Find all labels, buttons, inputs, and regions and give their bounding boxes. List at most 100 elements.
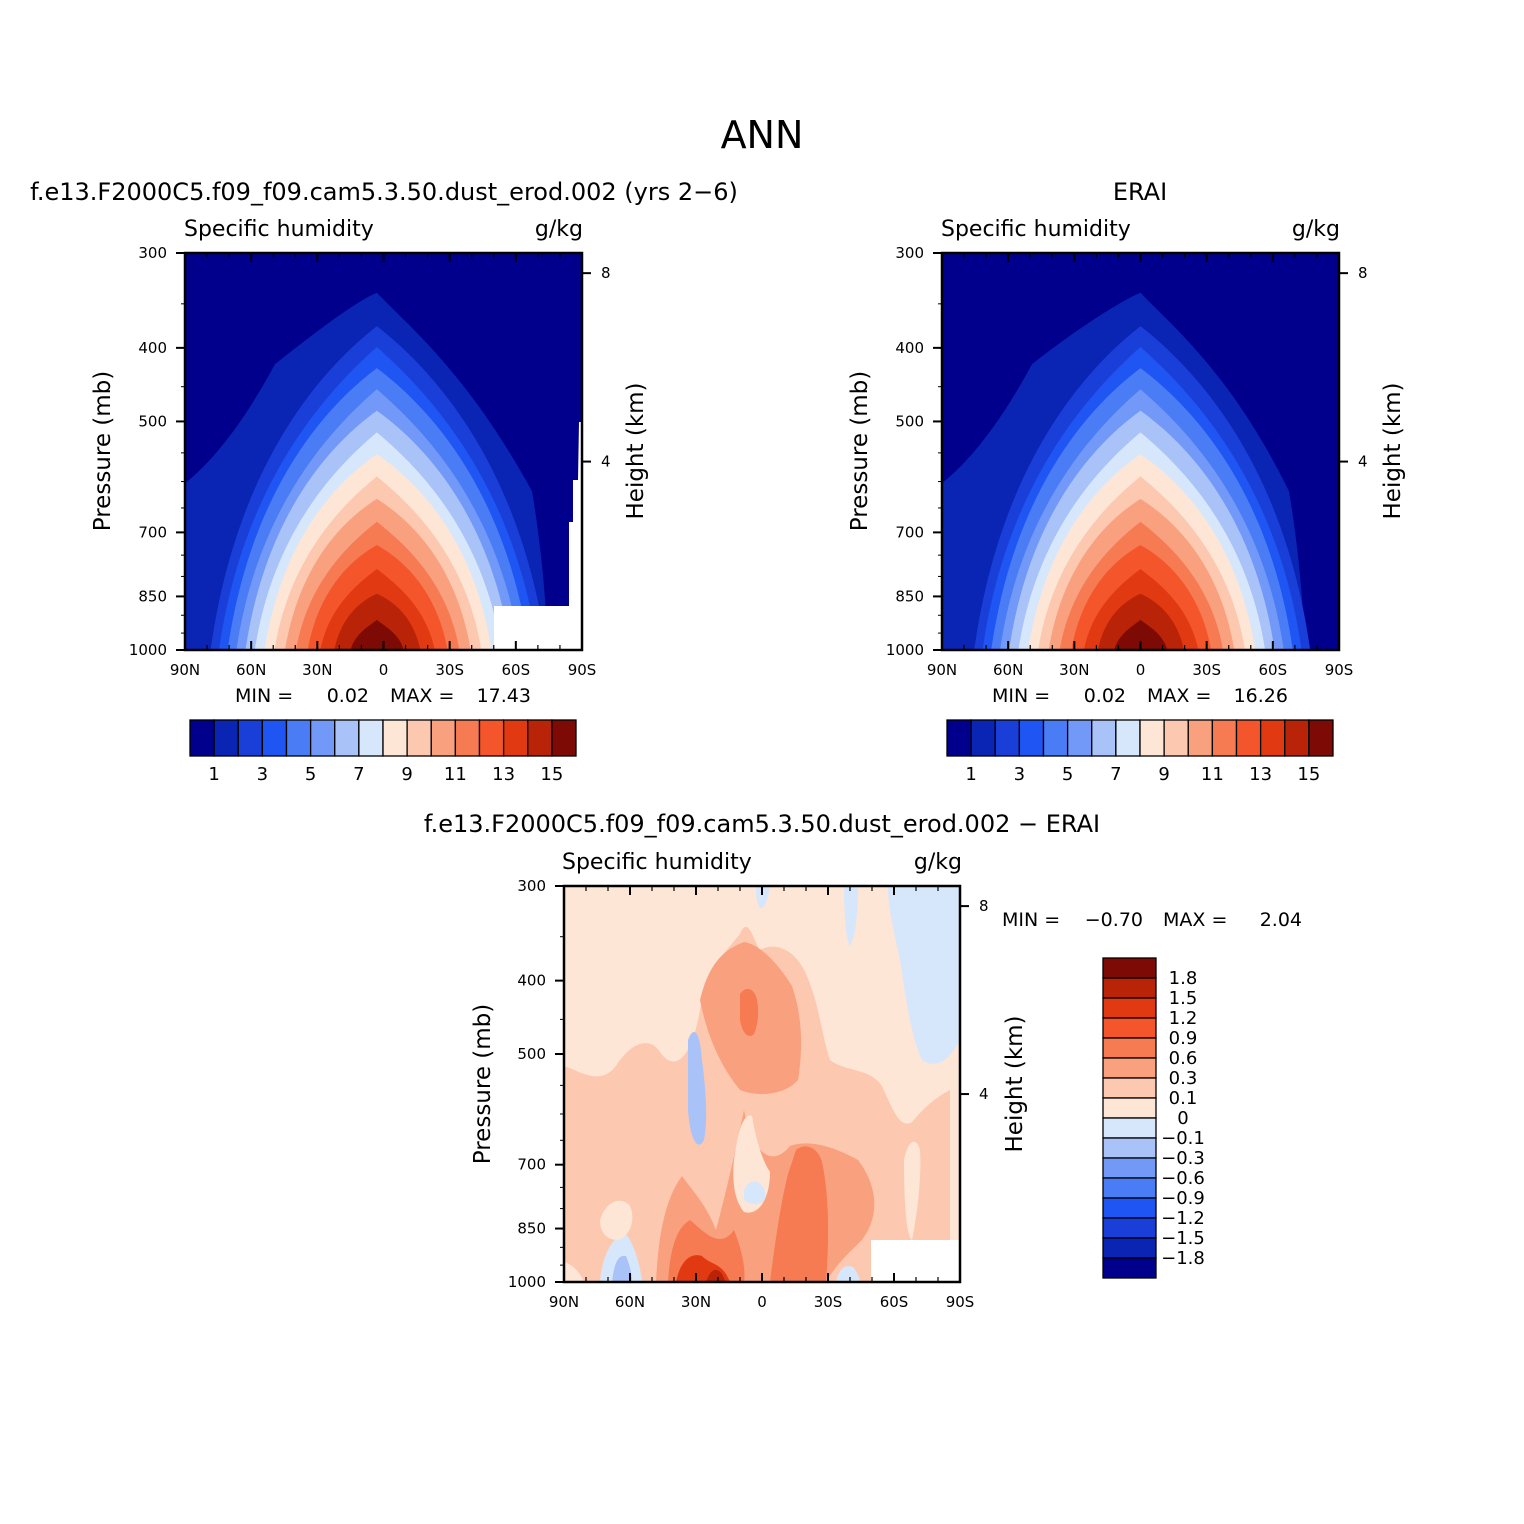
- colorbar-swatch: [1211, 719, 1238, 757]
- x-tick-label: 90N: [549, 1293, 579, 1311]
- colorbar-swatch: [1102, 1237, 1157, 1259]
- colorbar-label: −0.9: [1161, 1188, 1205, 1209]
- colorbar-label: 1: [208, 764, 219, 785]
- colorbar-label: 3: [1014, 764, 1025, 785]
- y-tick-label: 700: [517, 1156, 546, 1174]
- panel-obs-y-label: Pressure (mb): [847, 371, 873, 531]
- diff-region-neg-south-pole: [888, 886, 960, 1064]
- colorbar-label: 0.3: [1169, 1068, 1198, 1089]
- colorbar-swatch: [1139, 719, 1165, 757]
- panel-diff-plot: 90N 60N 30N 0 30S 60S 90S 300 400 500 700 850 1000 8 4: [508, 877, 989, 1311]
- colorbar-swatch: [213, 719, 239, 757]
- panel-diff-max-label: MAX =: [1163, 909, 1227, 931]
- panel-diff-min-value: −0.70: [1085, 909, 1143, 931]
- colorbar-label: 0.1: [1169, 1088, 1198, 1109]
- colorbar-label: −1.2: [1161, 1208, 1205, 1229]
- colorbar-swatch: [1235, 719, 1262, 757]
- y-tick-label: 700: [138, 523, 167, 541]
- colorbar-swatch: [1102, 1177, 1157, 1199]
- x-tick-label: 90S: [946, 1293, 975, 1311]
- colorbar-swatch: [1102, 1197, 1157, 1219]
- panel-model-variable: Specific humidity: [184, 217, 374, 242]
- x-tick-label: 90S: [1325, 661, 1354, 679]
- colorbar-label: 15: [1297, 764, 1320, 785]
- panel-obs-y2-label: Height (km): [1380, 382, 1406, 519]
- panel-model-plot: 90N 60N 30N 0 30S 60S 90S 300 400 500 700 850 1000 8 4: [129, 244, 611, 679]
- colorbar-label: −1.8: [1161, 1248, 1205, 1269]
- colorbar-swatch: [1115, 719, 1141, 757]
- panel-model-min-value: 0.02: [327, 685, 369, 707]
- diff-region-neg-low-nh-core: [612, 1255, 632, 1282]
- x-tick-label: 30S: [435, 661, 464, 679]
- panel-obs: ERAI Specific humidity g/kg 90N 60N 30N 0 30…: [847, 178, 1406, 785]
- colorbar-swatch: [1091, 719, 1117, 757]
- colorbar-swatch: [1163, 719, 1189, 757]
- colorbar-swatch: [551, 719, 577, 757]
- panel-diff-max-value: 2.04: [1260, 909, 1302, 931]
- panel-diff-min-label: MIN =: [1002, 909, 1060, 931]
- panel-diff-units: g/kg: [914, 850, 962, 875]
- colorbar-swatch: [1102, 977, 1157, 999]
- y2-tick-label: 8: [979, 897, 989, 915]
- y-tick-label: 850: [895, 587, 924, 605]
- colorbar-label: 13: [492, 764, 515, 785]
- x-tick-label: 60N: [615, 1293, 645, 1311]
- panel-model-units: g/kg: [535, 217, 583, 242]
- colorbar-swatch: [285, 719, 312, 757]
- diff-region-pos-peak: [706, 1269, 726, 1282]
- colorbar-swatch: [406, 719, 432, 757]
- panel-model-missing-region: [494, 422, 582, 650]
- colorbar-swatch: [454, 719, 481, 757]
- colorbar-swatch: [1102, 1117, 1157, 1139]
- colorbar-label: −0.1: [1161, 1128, 1205, 1149]
- diff-region-zero-edge-nh: [564, 1262, 584, 1282]
- diff-region-neg-top: [756, 886, 770, 909]
- colorbar-swatch: [970, 719, 996, 757]
- colorbar-swatch: [1187, 719, 1214, 757]
- diff-region-neg-column: [688, 1031, 707, 1145]
- colorbar-swatch: [1102, 1097, 1157, 1119]
- x-tick-label: 60S: [880, 1293, 909, 1311]
- panel-obs-colorbar: 1 3 5 7 9 11 13 15: [946, 719, 1334, 785]
- colorbar-swatch: [946, 719, 972, 757]
- x-tick-label: 90N: [170, 661, 200, 679]
- contour-band-15: [350, 619, 404, 650]
- y-tick-label: 300: [138, 244, 167, 262]
- colorbar-swatch: [478, 719, 505, 757]
- colorbar-swatch: [502, 719, 529, 757]
- colorbar-swatch: [1102, 1037, 1157, 1059]
- colorbar-swatch: [1102, 1077, 1157, 1099]
- y-tick-label: 1000: [886, 641, 924, 659]
- colorbar-label: 11: [444, 764, 467, 785]
- colorbar-label: 9: [1158, 764, 1169, 785]
- y-tick-label: 1000: [129, 641, 167, 659]
- panel-obs-min-value: 0.02: [1084, 685, 1126, 707]
- colorbar-swatch: [309, 719, 336, 757]
- x-tick-label: 30N: [302, 661, 332, 679]
- colorbar-swatch: [1102, 957, 1157, 979]
- colorbar-label: 0.9: [1169, 1028, 1198, 1049]
- colorbar-swatch: [1018, 719, 1045, 757]
- x-tick-label: 30S: [1192, 661, 1221, 679]
- panel-diff: f.e13.F2000C5.f09_f09.cam5.3.50.dust_ero…: [424, 810, 1302, 1311]
- x-tick-label: 30S: [814, 1293, 843, 1311]
- x-tick-label: 60S: [502, 661, 531, 679]
- colorbar-label: 15: [540, 764, 563, 785]
- panel-diff-case-title: f.e13.F2000C5.f09_f09.cam5.3.50.dust_ero…: [424, 810, 1100, 838]
- colorbar-label: 1: [965, 764, 976, 785]
- colorbar-label: 3: [257, 764, 268, 785]
- colorbar-label: 9: [401, 764, 412, 785]
- y2-tick-label: 8: [601, 264, 611, 282]
- panel-diff-missing-region: [871, 1240, 960, 1282]
- x-tick-label: 90S: [568, 661, 597, 679]
- colorbar-swatch: [1042, 719, 1069, 757]
- panel-model-colorbar: 1 3 5 7 9 11 13 15: [189, 719, 577, 785]
- colorbar-label: 7: [353, 764, 364, 785]
- panel-model-case-title: f.e13.F2000C5.f09_f09.cam5.3.50.dust_ero…: [30, 178, 738, 206]
- contour-band-15: [1114, 619, 1168, 650]
- panel-obs-max-value: 16.26: [1234, 685, 1288, 707]
- panel-obs-case-title: ERAI: [1113, 178, 1167, 206]
- x-tick-label: 60N: [236, 661, 266, 679]
- colorbar-label: 11: [1201, 764, 1224, 785]
- colorbar-swatch: [1102, 1157, 1157, 1179]
